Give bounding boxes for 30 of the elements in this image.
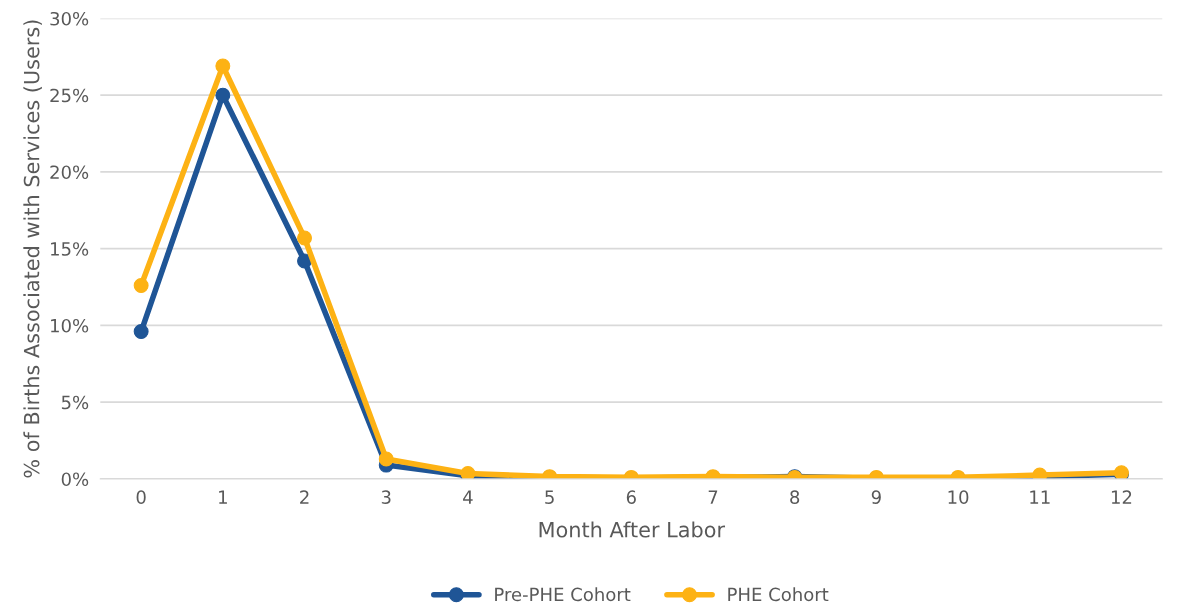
- point: [215, 58, 231, 74]
- x-tick-label: 0: [136, 490, 146, 505]
- x-tick-label: 2: [300, 490, 309, 504]
- y-tick-label: 20%: [50, 165, 89, 180]
- y-tick-label: 15%: [51, 242, 89, 256]
- y-tick-label: 5%: [61, 395, 89, 410]
- point: [215, 87, 231, 103]
- x-tick-label: 3: [381, 490, 391, 505]
- x-tick-label: 9: [871, 490, 881, 505]
- x-tick-label: 6: [626, 490, 636, 505]
- legend-label: PHE Cohort: [728, 587, 829, 602]
- y-tick-label: 0%: [61, 472, 89, 487]
- y-tick-label: 10%: [51, 318, 89, 333]
- point: [133, 324, 149, 340]
- x-tick-label: 8: [790, 490, 800, 505]
- point: [378, 451, 394, 467]
- x-axis-title: Month After Labor: [539, 521, 726, 538]
- point: [133, 278, 149, 293]
- x-tick-label: 1: [219, 490, 227, 504]
- x-tick-label: 4: [463, 490, 473, 504]
- y-tick-label: 25%: [50, 88, 89, 103]
- y-axis-title: % of Births Associated with Services (Users): [23, 20, 42, 478]
- legend-label: Pre-PHE Cohort: [495, 587, 631, 602]
- x-tick-label: 12: [1111, 490, 1132, 504]
- x-tick-label: 7: [708, 490, 718, 504]
- x-tick-label: 5: [545, 490, 554, 505]
- x-tick-label: 11: [1030, 490, 1050, 504]
- y-tick-label: 30%: [50, 11, 89, 26]
- point: [297, 230, 312, 246]
- x-tick-label: 10: [948, 490, 969, 505]
